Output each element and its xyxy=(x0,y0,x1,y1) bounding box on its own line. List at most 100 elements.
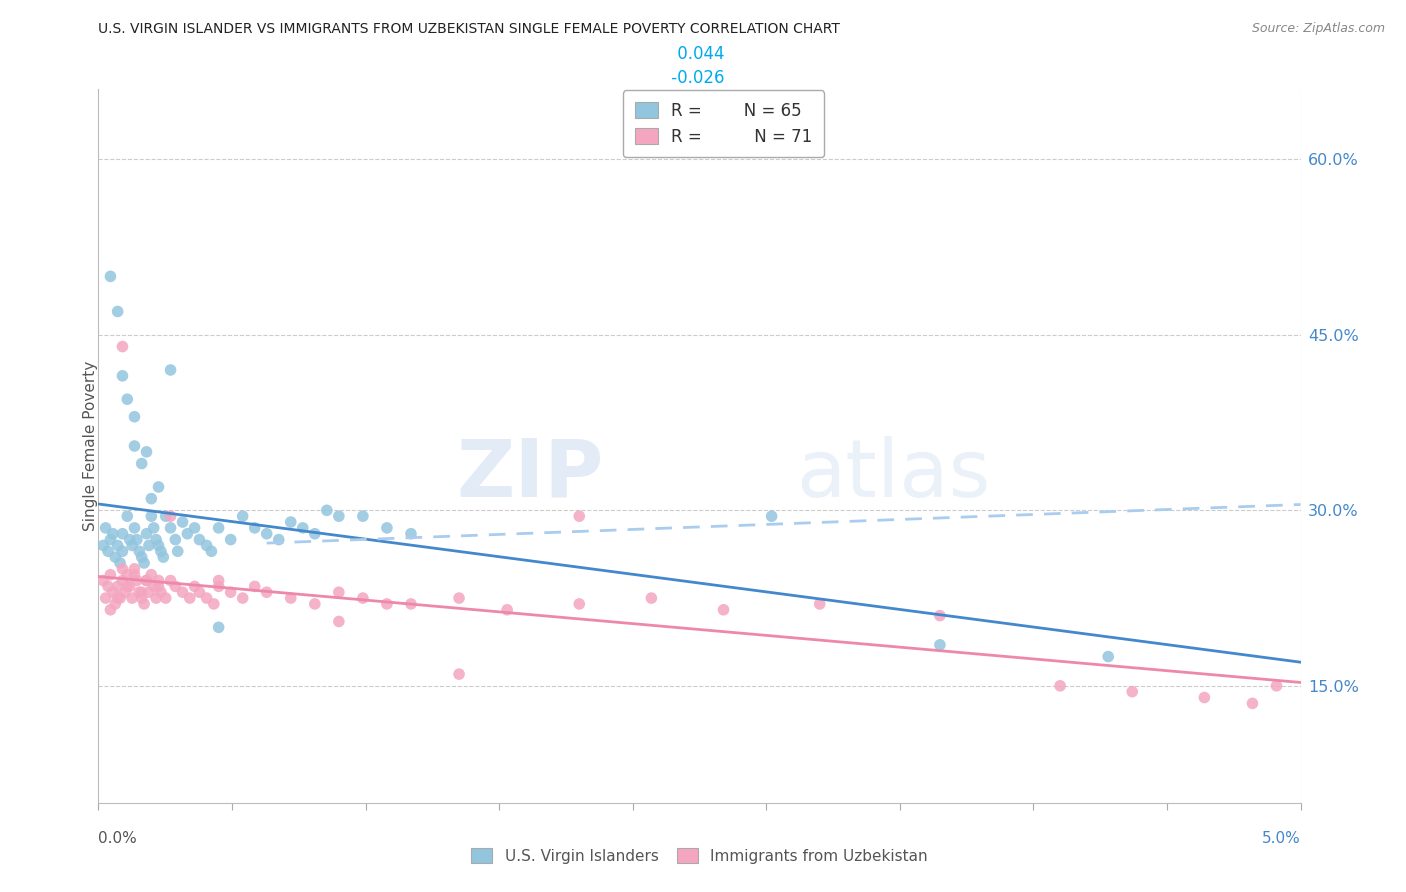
Point xyxy=(183,579,205,593)
Point xyxy=(219,533,242,547)
Point xyxy=(100,533,122,547)
Point xyxy=(142,579,165,593)
Point xyxy=(447,667,470,681)
Point xyxy=(135,445,157,459)
Point xyxy=(399,526,422,541)
Point xyxy=(195,538,218,552)
Point xyxy=(111,368,134,383)
Point xyxy=(131,457,153,471)
Point xyxy=(172,585,194,599)
Point xyxy=(121,591,143,605)
Point xyxy=(125,574,148,588)
Point xyxy=(155,509,177,524)
Point xyxy=(108,556,131,570)
Point xyxy=(138,538,160,552)
Point xyxy=(713,603,735,617)
Point xyxy=(183,521,205,535)
Point xyxy=(149,544,172,558)
Point xyxy=(121,538,143,552)
Point xyxy=(179,591,201,605)
Point xyxy=(100,567,122,582)
Point xyxy=(808,597,831,611)
Point xyxy=(208,620,231,634)
Text: 0.0%: 0.0% xyxy=(98,831,138,846)
Point xyxy=(125,533,148,547)
Point xyxy=(195,591,218,605)
Point xyxy=(243,521,266,535)
Point xyxy=(256,526,278,541)
Point xyxy=(135,574,157,588)
Point xyxy=(155,591,177,605)
Point xyxy=(1097,649,1119,664)
Point xyxy=(929,638,952,652)
Point xyxy=(929,608,952,623)
Point xyxy=(148,574,170,588)
Point xyxy=(1049,679,1071,693)
Point xyxy=(101,526,124,541)
Point xyxy=(107,591,129,605)
Point xyxy=(124,439,146,453)
Point xyxy=(568,597,591,611)
Text: 0.044: 0.044 xyxy=(672,45,724,62)
Point xyxy=(148,538,170,552)
Point xyxy=(496,603,519,617)
Point xyxy=(352,591,374,605)
Y-axis label: Single Female Poverty: Single Female Poverty xyxy=(83,361,97,531)
Point xyxy=(328,585,350,599)
Point xyxy=(111,562,134,576)
Point xyxy=(328,509,350,524)
Point xyxy=(124,562,146,576)
Point xyxy=(142,521,165,535)
Point xyxy=(128,544,150,558)
Point xyxy=(328,615,350,629)
Point xyxy=(135,574,157,588)
Point xyxy=(232,591,254,605)
Point xyxy=(111,340,134,354)
Point xyxy=(138,585,160,599)
Point xyxy=(149,585,172,599)
Point xyxy=(280,591,302,605)
Point xyxy=(104,550,127,565)
Point xyxy=(761,509,783,524)
Point xyxy=(94,521,117,535)
Point xyxy=(1194,690,1216,705)
Point xyxy=(124,409,146,424)
Point xyxy=(131,550,153,565)
Point xyxy=(107,579,129,593)
Point xyxy=(176,526,198,541)
Point xyxy=(280,515,302,529)
Point xyxy=(159,521,181,535)
Point xyxy=(159,509,181,524)
Point xyxy=(128,585,150,599)
Point xyxy=(159,363,181,377)
Point xyxy=(232,509,254,524)
Point xyxy=(124,567,146,582)
Point xyxy=(148,480,170,494)
Point xyxy=(117,579,139,593)
Point xyxy=(135,526,157,541)
Point xyxy=(208,521,231,535)
Point xyxy=(375,521,398,535)
Point xyxy=(291,521,314,535)
Point xyxy=(132,597,155,611)
Point xyxy=(188,533,211,547)
Point xyxy=(111,544,134,558)
Point xyxy=(131,591,153,605)
Text: -0.026: -0.026 xyxy=(666,69,725,87)
Point xyxy=(91,574,114,588)
Point xyxy=(375,597,398,611)
Point xyxy=(219,585,242,599)
Point xyxy=(141,491,163,506)
Point xyxy=(202,597,225,611)
Point xyxy=(399,597,422,611)
Point xyxy=(165,579,187,593)
Text: ZIP: ZIP xyxy=(456,435,603,514)
Point xyxy=(159,574,181,588)
Point xyxy=(1265,679,1288,693)
Text: atlas: atlas xyxy=(796,435,990,514)
Text: 5.0%: 5.0% xyxy=(1261,831,1301,846)
Point xyxy=(166,544,188,558)
Point xyxy=(117,509,139,524)
Point xyxy=(152,550,174,565)
Point xyxy=(208,574,231,588)
